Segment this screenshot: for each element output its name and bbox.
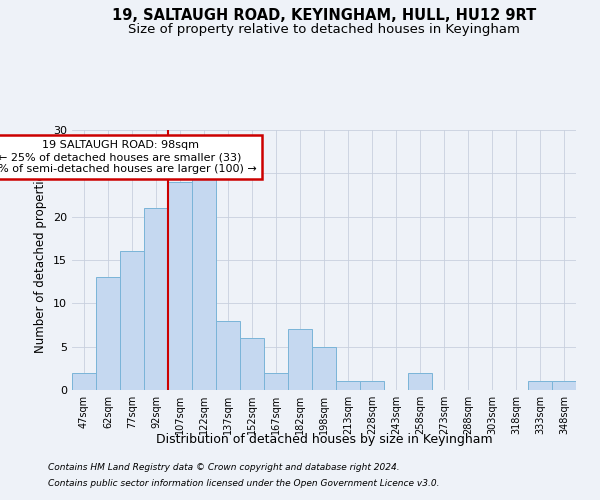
- Text: Contains HM Land Registry data © Crown copyright and database right 2024.: Contains HM Land Registry data © Crown c…: [48, 464, 400, 472]
- Text: Size of property relative to detached houses in Keyingham: Size of property relative to detached ho…: [128, 22, 520, 36]
- Bar: [120, 252, 144, 390]
- Bar: [72, 372, 96, 390]
- Text: Distribution of detached houses by size in Keyingham: Distribution of detached houses by size …: [155, 432, 493, 446]
- Bar: [144, 208, 168, 390]
- Bar: [192, 174, 216, 390]
- Bar: [552, 382, 576, 390]
- Bar: [264, 372, 288, 390]
- Bar: [528, 382, 552, 390]
- Text: 19, SALTAUGH ROAD, KEYINGHAM, HULL, HU12 9RT: 19, SALTAUGH ROAD, KEYINGHAM, HULL, HU12…: [112, 8, 536, 22]
- Bar: [240, 338, 264, 390]
- Bar: [288, 330, 312, 390]
- Bar: [360, 382, 384, 390]
- Bar: [312, 346, 336, 390]
- Bar: [408, 372, 432, 390]
- Y-axis label: Number of detached properties: Number of detached properties: [34, 167, 47, 353]
- Text: 19 SALTAUGH ROAD: 98sqm
← 25% of detached houses are smaller (33)
75% of semi-de: 19 SALTAUGH ROAD: 98sqm ← 25% of detache…: [0, 140, 256, 173]
- Bar: [216, 320, 240, 390]
- Bar: [336, 382, 360, 390]
- Bar: [168, 182, 192, 390]
- Bar: [96, 278, 120, 390]
- Text: Contains public sector information licensed under the Open Government Licence v3: Contains public sector information licen…: [48, 478, 439, 488]
